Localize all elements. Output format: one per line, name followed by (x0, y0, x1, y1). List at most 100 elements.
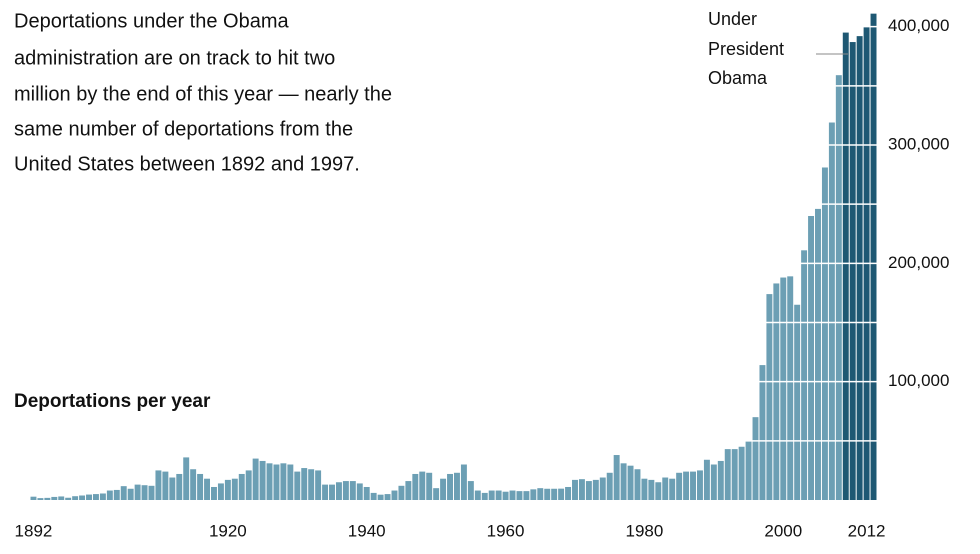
x-tick-label: 2000 (764, 521, 802, 540)
bar (308, 469, 315, 500)
bar (870, 13, 877, 501)
bar (92, 494, 99, 500)
annotation-line: Under (708, 9, 757, 29)
bar (211, 486, 217, 500)
bar (815, 208, 821, 500)
bar (72, 496, 79, 500)
bar (356, 483, 363, 500)
title-line: same number of deportations from the (14, 118, 353, 140)
bar (509, 490, 516, 500)
bar (370, 492, 377, 500)
title-line: Deportations under the Obama (14, 10, 289, 32)
bar (127, 488, 134, 500)
bar (106, 490, 113, 500)
bar (391, 490, 398, 500)
bar (634, 469, 641, 500)
bar (447, 473, 453, 500)
bar (523, 491, 530, 500)
bar (405, 481, 412, 500)
bar (134, 484, 141, 500)
bar (551, 488, 558, 500)
bar (99, 493, 106, 500)
bar (37, 498, 44, 500)
bar (217, 483, 224, 500)
bar (530, 489, 537, 500)
bar (259, 460, 266, 500)
bar (565, 486, 572, 500)
bar (745, 440, 752, 500)
bar (821, 167, 828, 500)
bar (190, 469, 197, 500)
bar (363, 486, 370, 500)
bar (238, 473, 245, 500)
title-line: million by the end of this year — nearly… (14, 83, 392, 105)
bar (426, 472, 433, 500)
bar (183, 457, 190, 500)
x-tick-label: 1940 (348, 521, 386, 540)
bar (585, 481, 592, 500)
bar (495, 490, 502, 500)
bar (599, 477, 606, 500)
bar (558, 488, 565, 500)
annotation-line: Obama (708, 68, 768, 88)
bar (231, 478, 238, 500)
bar (155, 470, 162, 500)
bar (440, 478, 447, 500)
bar (578, 479, 585, 500)
bar (176, 473, 183, 500)
bar (801, 250, 808, 500)
bar (273, 464, 280, 500)
bar (419, 471, 426, 500)
bar (780, 277, 787, 500)
bar (287, 464, 294, 500)
x-tick-label: 1980 (626, 521, 664, 540)
y-tick-label: 300,000 (888, 134, 949, 153)
bar (842, 32, 849, 500)
bar (613, 455, 620, 500)
bar (79, 495, 86, 500)
bar (683, 471, 690, 500)
bar (301, 468, 308, 500)
bar (329, 484, 335, 500)
bar (224, 479, 231, 500)
bar (516, 491, 523, 500)
title-line: United States between 1892 and 1997. (14, 153, 360, 175)
bar (162, 471, 169, 500)
bar (690, 471, 696, 500)
bar (30, 496, 37, 500)
bar (51, 496, 58, 500)
bar (710, 464, 717, 500)
y-tick-label: 100,000 (888, 371, 949, 390)
bar (488, 490, 495, 500)
bar (655, 482, 662, 500)
bar (113, 489, 120, 500)
bar (44, 497, 51, 500)
bar (377, 494, 384, 500)
bar (738, 446, 745, 500)
bar (280, 463, 287, 500)
bar (315, 470, 322, 500)
bar (384, 494, 391, 500)
bar (148, 485, 155, 500)
bar (322, 484, 329, 500)
bar (759, 365, 766, 500)
bar (648, 479, 655, 500)
bar (703, 459, 710, 500)
bar (204, 478, 211, 500)
bar (58, 496, 65, 500)
bar (169, 477, 176, 500)
bar (474, 490, 481, 500)
bar (460, 464, 467, 500)
bar (433, 488, 440, 500)
grid (30, 25, 877, 442)
x-tick-label: 1960 (487, 521, 525, 540)
bar (481, 492, 488, 500)
bar (787, 276, 794, 500)
bar (828, 122, 835, 501)
bar (662, 477, 669, 500)
bar (412, 473, 419, 500)
subtitle: Deportations per year (14, 391, 211, 412)
bar (245, 470, 252, 500)
x-tick-label: 1892 (15, 521, 53, 540)
